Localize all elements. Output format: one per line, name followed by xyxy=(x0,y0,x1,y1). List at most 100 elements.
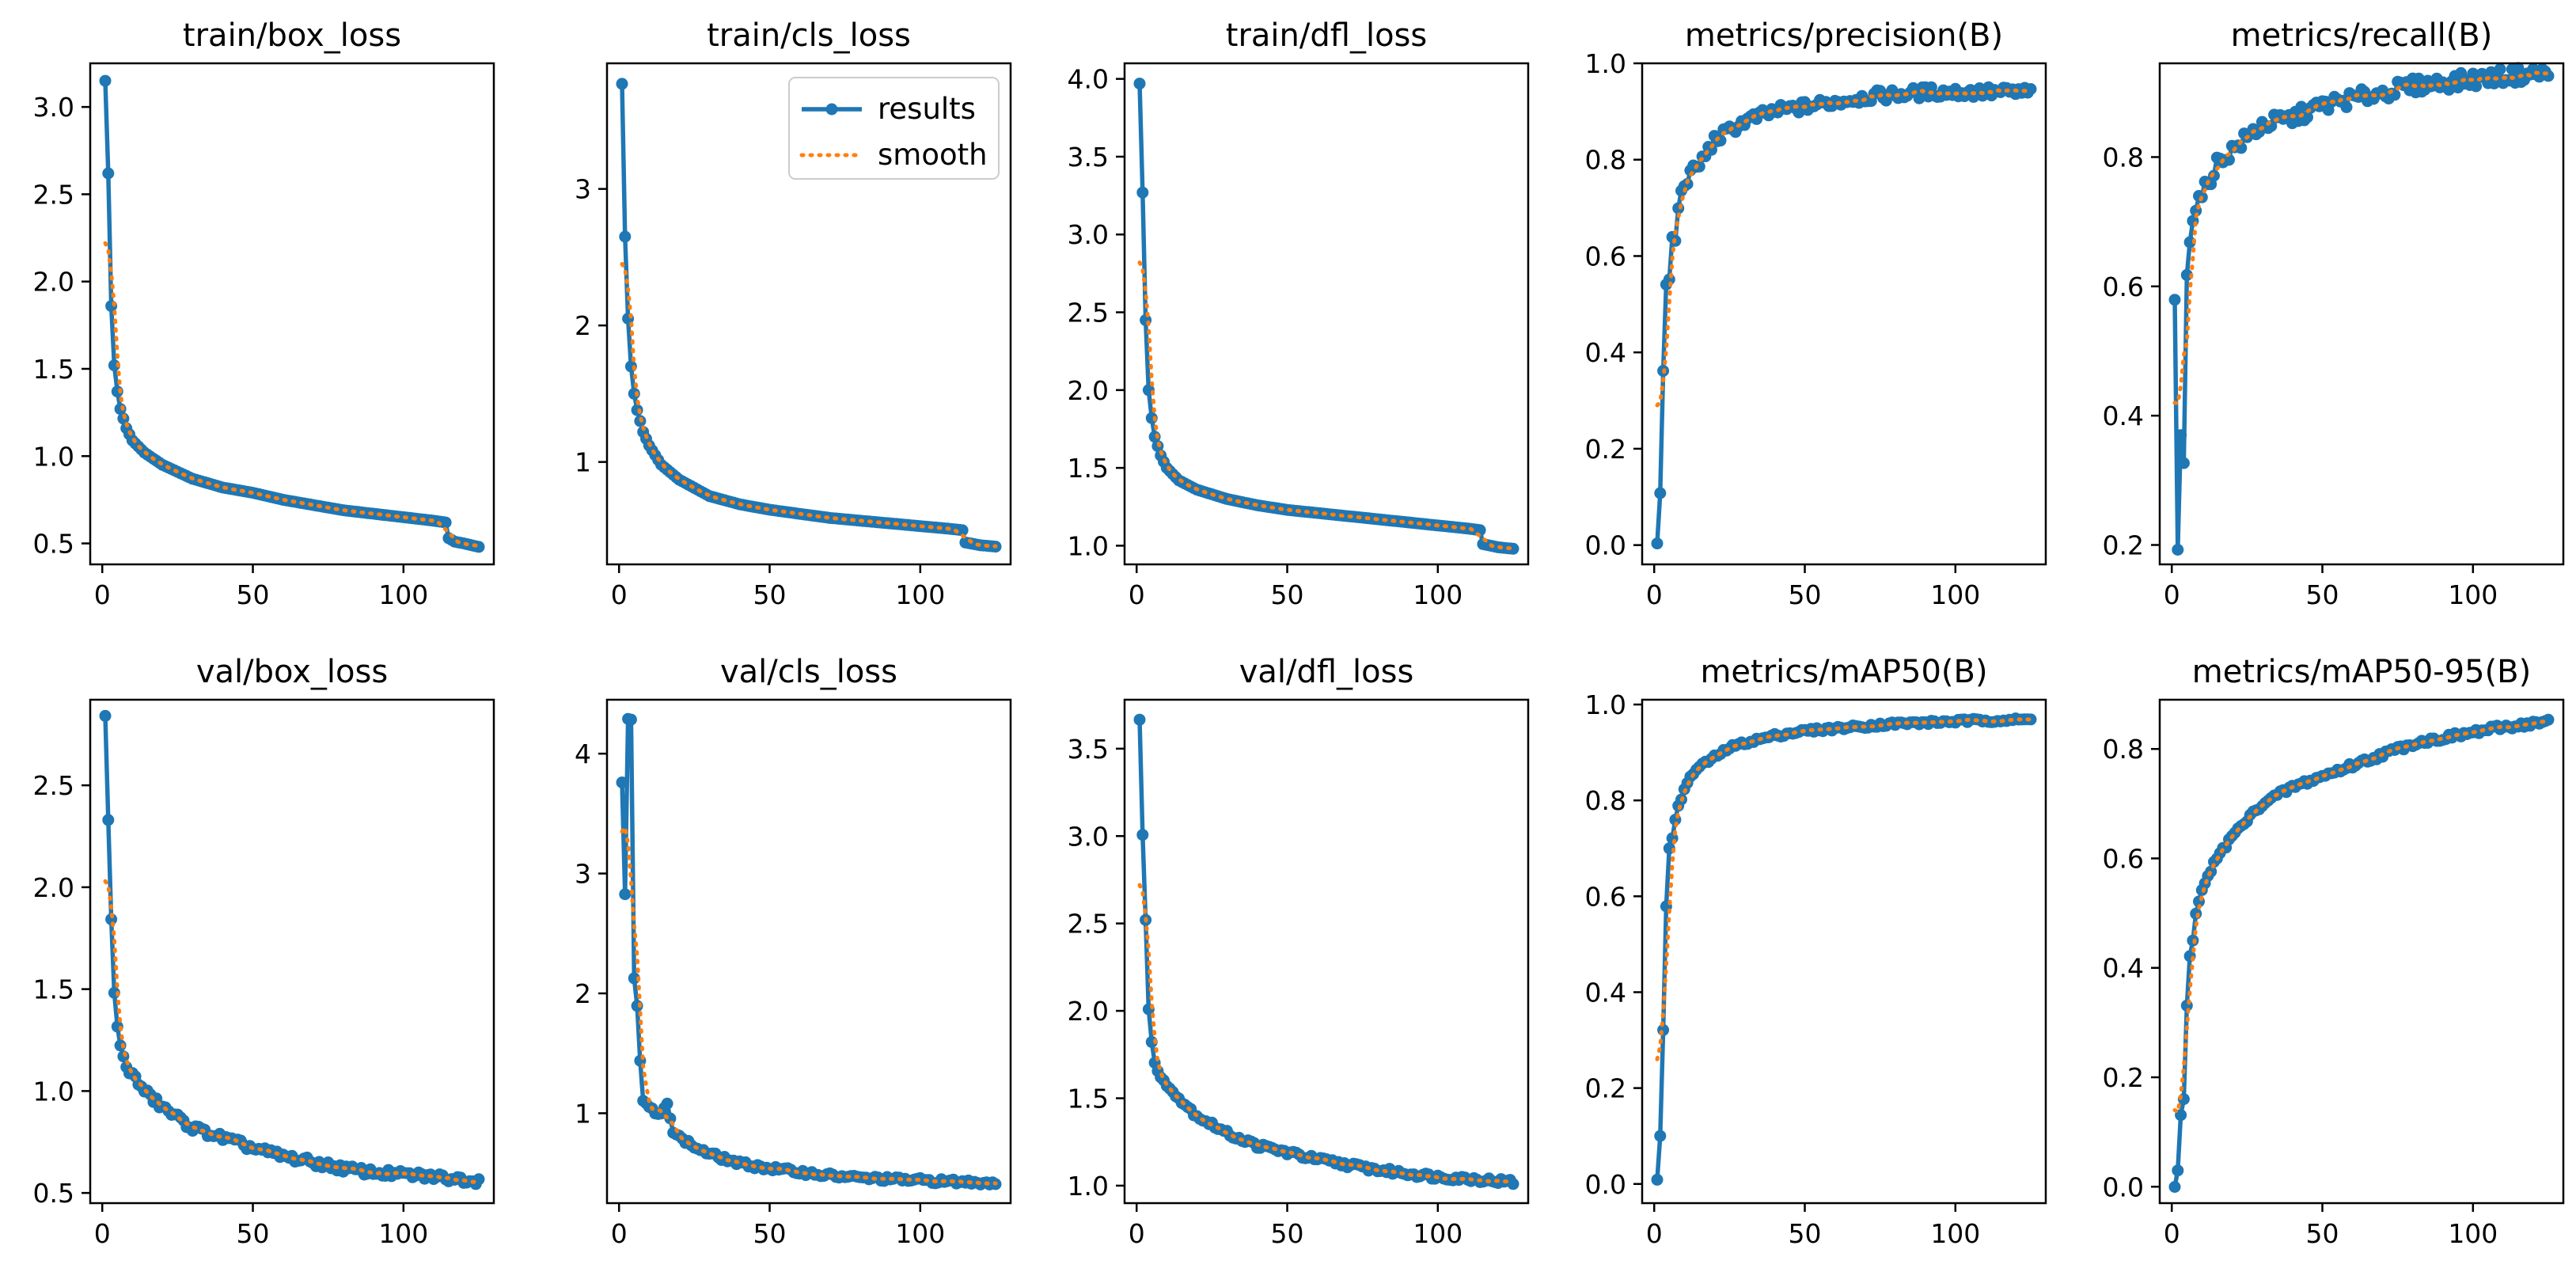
smooth-series-line xyxy=(1655,717,2033,1061)
x-tick-label: 100 xyxy=(1413,579,1463,610)
results-point xyxy=(1693,160,1705,173)
results-series-line xyxy=(620,716,997,1187)
x-tick-label: 0 xyxy=(611,1218,628,1249)
results-point xyxy=(2168,294,2181,306)
y-tick-label: 3 xyxy=(575,174,591,205)
results-point xyxy=(2494,63,2506,75)
x-tick-label: 100 xyxy=(895,1218,945,1249)
y-tick-label: 1.5 xyxy=(33,354,74,385)
chart-title: train/cls_loss xyxy=(707,17,911,54)
axes-frame xyxy=(89,698,495,1205)
y-tick-label: 2.0 xyxy=(1068,375,1109,406)
y-tick-label: 0.4 xyxy=(1585,337,1626,368)
y-tick-label: 0.2 xyxy=(2103,530,2144,560)
chart-title: val/dfl_loss xyxy=(1239,654,1414,690)
smooth-series-line xyxy=(103,241,481,549)
results-point xyxy=(1133,713,1146,726)
y-tick-label: 1.5 xyxy=(1068,1084,1109,1114)
subplot-4: metrics/recall(B) 0 50 100 0.2 0.4 0.6 0.8 xyxy=(2103,17,2565,610)
results-series-line xyxy=(1137,83,1514,552)
x-tick-label: 100 xyxy=(1413,1218,1463,1249)
results-point xyxy=(2412,72,2425,85)
x-tick-label: 50 xyxy=(237,579,270,610)
smooth-series-line xyxy=(103,879,481,1184)
y-tick-label: 2.0 xyxy=(1068,996,1109,1027)
results-point xyxy=(102,167,115,180)
x-tick-label: 100 xyxy=(2448,579,2498,610)
x-tick-label: 0 xyxy=(94,1218,111,1249)
axes-frame xyxy=(1123,62,1530,566)
results-point xyxy=(628,972,640,985)
chart-title: val/cls_loss xyxy=(720,654,897,690)
legend-box xyxy=(788,77,1000,180)
x-tick-label: 0 xyxy=(94,579,111,610)
y-tick-label: 0.0 xyxy=(1585,530,1626,561)
subplot-7: val/dfl_loss 0 50 100 1.0 1.5 2.0 2.5 3.0 3.5 xyxy=(1068,654,1530,1249)
x-tick-label: 100 xyxy=(1930,1218,1980,1249)
y-tick-label: 2.5 xyxy=(1068,298,1109,328)
x-tick-label: 50 xyxy=(1789,1218,1822,1249)
y-tick-label: 3.5 xyxy=(1068,142,1109,173)
y-tick-label: 0.2 xyxy=(2103,1062,2144,1093)
y-tick-label: 0.8 xyxy=(2103,734,2144,765)
results-point xyxy=(1913,92,1925,104)
subplot-5: val/box_loss 0 50 100 0.5 1.0 1.5 2.0 2.5 xyxy=(33,654,495,1249)
results-point xyxy=(2223,154,2235,166)
y-tick-label: 0.8 xyxy=(1585,145,1626,176)
x-tick-label: 50 xyxy=(1789,579,1822,610)
results-point xyxy=(439,516,452,529)
results-point xyxy=(619,888,632,901)
results-point xyxy=(2512,62,2525,74)
y-tick-label: 2.5 xyxy=(1068,909,1109,940)
results-point xyxy=(1651,537,1664,550)
results-point xyxy=(2024,83,2037,95)
y-tick-label: 3.5 xyxy=(1068,734,1109,765)
y-tick-label: 2.0 xyxy=(33,267,74,298)
smooth-series-line xyxy=(1137,260,1516,551)
axes-frame xyxy=(89,62,495,566)
y-tick-label: 0.5 xyxy=(33,529,74,560)
results-point xyxy=(1651,1173,1664,1186)
subplot-6: val/cls_loss 0 50 100 1 2 3 4 xyxy=(575,654,1012,1249)
results-point xyxy=(2235,142,2248,154)
chart-title: metrics/precision(B) xyxy=(1685,17,2003,54)
y-tick-label: 1.0 xyxy=(33,441,74,472)
results-point xyxy=(661,1097,673,1110)
y-tick-label: 0.4 xyxy=(2103,401,2144,431)
results-point xyxy=(616,776,628,788)
results-point xyxy=(99,709,112,722)
x-tick-label: 0 xyxy=(1646,579,1663,610)
axes-frame xyxy=(1641,62,2047,566)
x-tick-label: 50 xyxy=(1271,579,1304,610)
results-point xyxy=(2172,1164,2184,1177)
x-tick-label: 50 xyxy=(1271,1218,1304,1249)
results-point xyxy=(2172,544,2184,556)
axes-frame xyxy=(2158,698,2565,1205)
results-point xyxy=(1672,202,1685,215)
y-tick-label: 0.4 xyxy=(2103,953,2144,984)
results-series-line xyxy=(2172,717,2550,1187)
results-point xyxy=(1136,829,1149,841)
y-tick-label: 1.0 xyxy=(1585,689,1626,720)
y-tick-label: 0.6 xyxy=(2103,271,2144,302)
results-point xyxy=(616,78,628,90)
x-tick-label: 50 xyxy=(753,1218,787,1249)
y-tick-label: 0.4 xyxy=(1585,977,1626,1008)
smooth-series-line xyxy=(620,262,998,549)
results-point xyxy=(1507,1178,1519,1190)
smooth-series-line xyxy=(2172,70,2551,406)
y-tick-label: 3 xyxy=(575,859,591,890)
x-tick-label: 50 xyxy=(2306,1218,2339,1249)
chart-title: train/box_loss xyxy=(183,17,401,54)
axes-frame xyxy=(605,698,1012,1205)
y-tick-label: 4.0 xyxy=(1068,64,1109,95)
y-tick-label: 0.0 xyxy=(1585,1169,1626,1200)
y-tick-label: 4 xyxy=(575,739,591,769)
results-point xyxy=(1507,542,1519,555)
y-tick-label: 0.8 xyxy=(1585,785,1626,816)
results-point xyxy=(2168,1181,2181,1193)
y-tick-label: 3.0 xyxy=(1068,821,1109,852)
x-tick-label: 100 xyxy=(378,579,428,610)
y-tick-label: 0.2 xyxy=(1585,434,1626,465)
chart-title: val/box_loss xyxy=(196,654,388,690)
